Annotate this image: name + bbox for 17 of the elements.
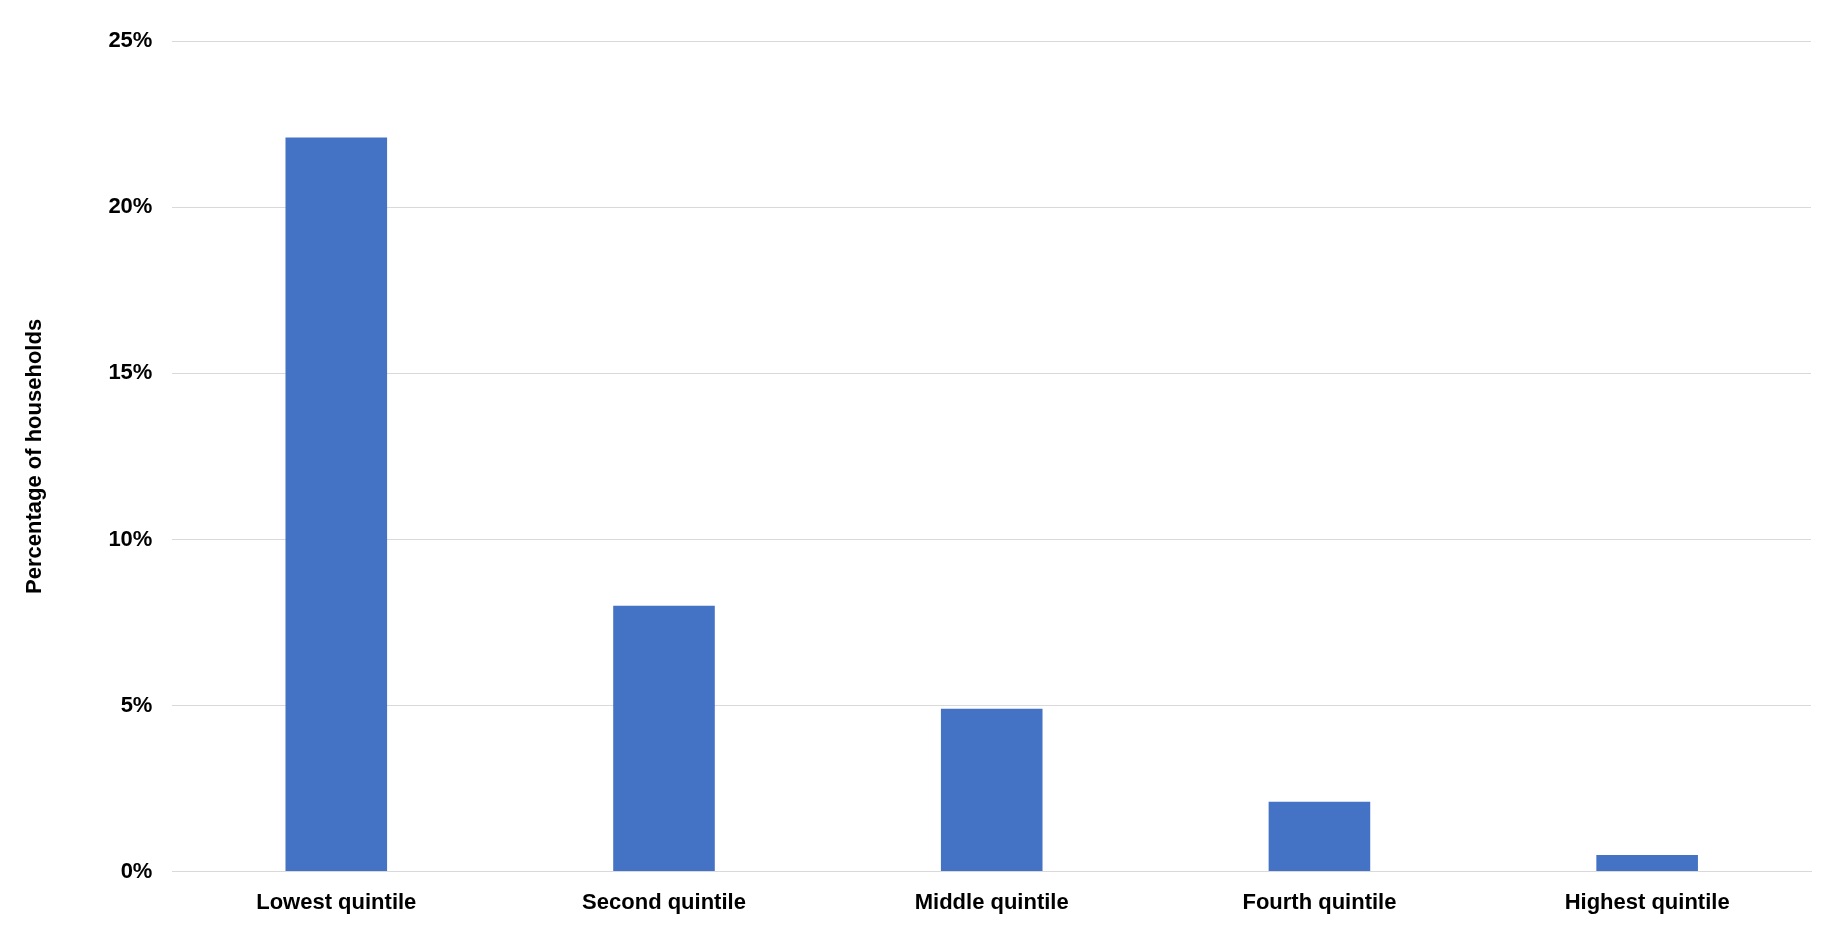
y-tick-label: 25%	[108, 27, 153, 53]
bar	[940, 708, 1043, 872]
x-tick-label: Fourth quintile	[1242, 888, 1397, 914]
bar	[285, 137, 388, 872]
x-tick-label: Lowest quintile	[256, 888, 417, 914]
x-tick-label: Middle quintile	[914, 888, 1069, 914]
x-tick-label: Second quintile	[582, 888, 746, 914]
bar	[1268, 801, 1371, 872]
y-tick-label: 20%	[108, 193, 153, 219]
y-tick-label: 15%	[108, 359, 153, 385]
y-axis-title: Percentage of households	[21, 318, 47, 594]
bar	[613, 605, 715, 872]
y-tick-label: 0%	[120, 857, 153, 883]
bar	[1596, 854, 1698, 872]
x-tick-label: Highest quintile	[1564, 888, 1730, 914]
y-tick-label: 5%	[120, 691, 153, 717]
y-tick-label: 10%	[108, 525, 153, 551]
